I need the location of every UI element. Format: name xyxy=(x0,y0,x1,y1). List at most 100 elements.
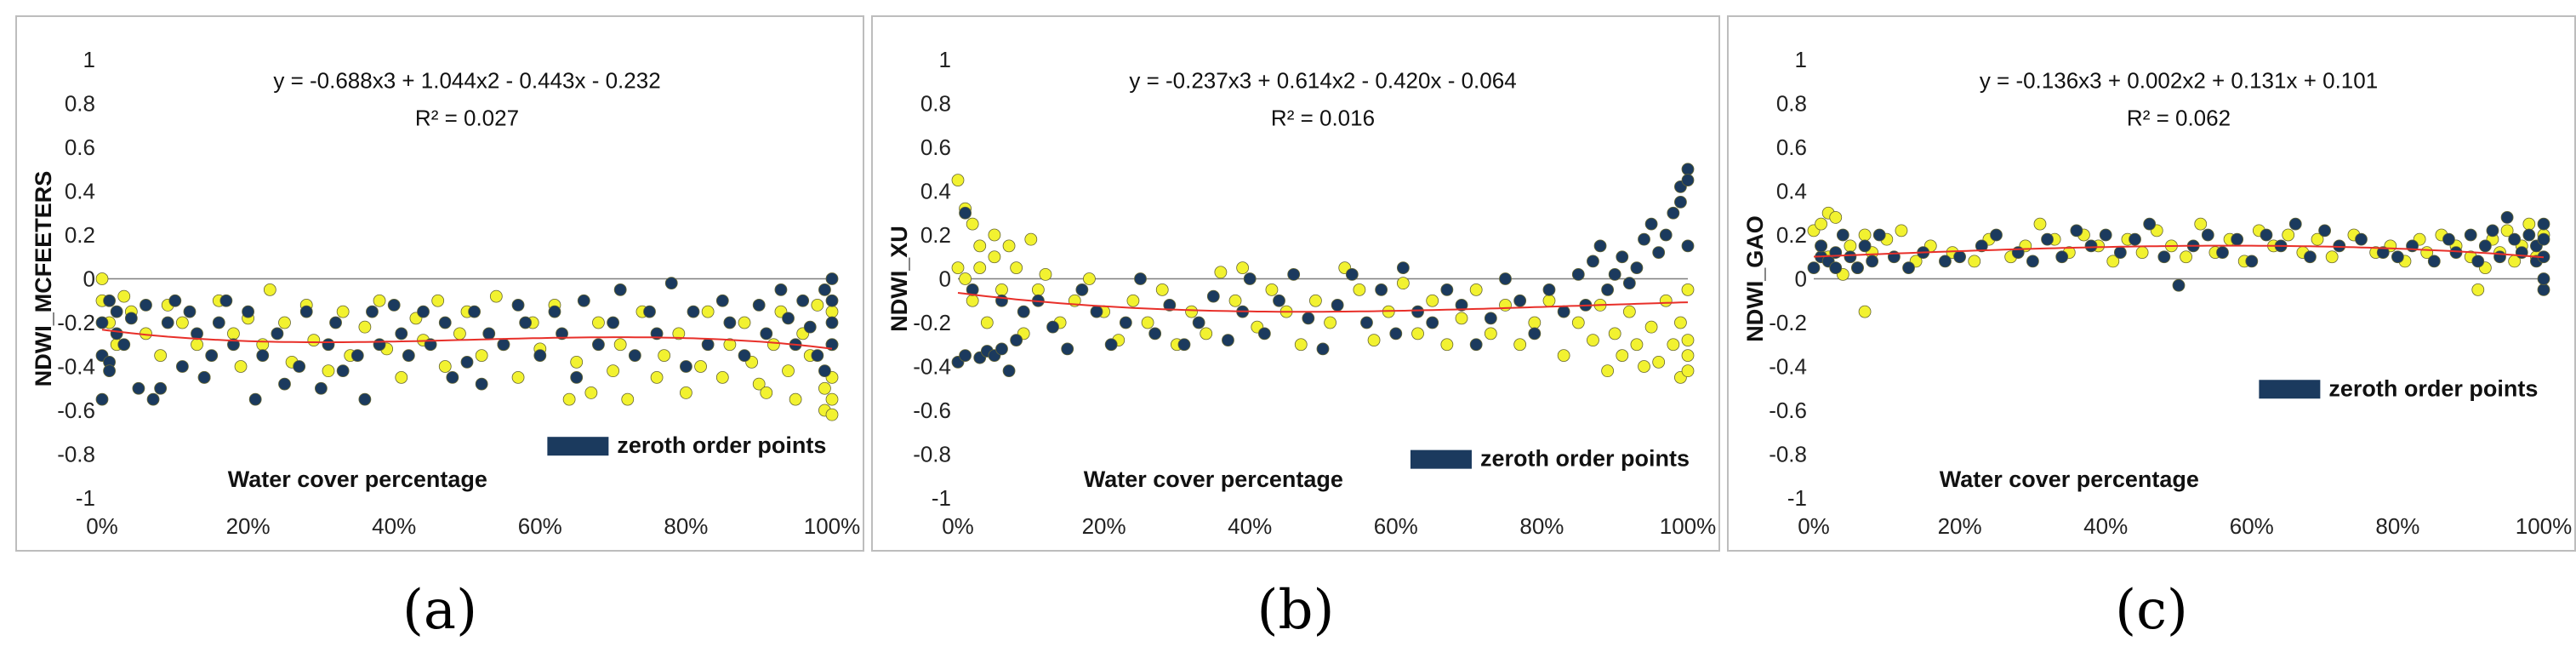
yellow-point xyxy=(973,239,987,253)
yellow-point xyxy=(278,316,291,329)
dark-point xyxy=(2304,250,2317,264)
yellow-point xyxy=(1265,283,1279,296)
yellow-point xyxy=(752,377,766,391)
dark-point xyxy=(959,349,972,363)
dark-point xyxy=(533,349,547,363)
y-tick-label: -0.8 xyxy=(57,442,95,467)
y-tick-label: 0.6 xyxy=(920,135,951,160)
y-tick-label: 0.8 xyxy=(65,91,95,117)
y-axis-label: NDWI_MCFEETERS xyxy=(31,171,56,387)
yellow-point xyxy=(1214,266,1228,279)
y-tick-label: -0.6 xyxy=(1769,398,1807,423)
yellow-point xyxy=(2522,217,2536,231)
yellow-point xyxy=(256,338,270,352)
dark-point xyxy=(2055,250,2069,264)
dark-point xyxy=(556,327,568,341)
y-tick-label: -0.4 xyxy=(1769,354,1807,380)
caption-b: (b) xyxy=(1211,579,1381,642)
x-tick-label: 100% xyxy=(2516,513,2573,539)
x-tick-label: 0% xyxy=(1798,513,1830,539)
dark-point xyxy=(2537,232,2550,246)
yellow-point xyxy=(1608,327,1621,341)
dark-point xyxy=(2129,232,2141,246)
yellow-point xyxy=(2325,250,2339,264)
y-tick-label: -0.6 xyxy=(57,398,95,423)
yellow-point xyxy=(658,349,671,363)
dark-point xyxy=(248,392,262,406)
yellow-point xyxy=(1155,283,1169,296)
dark-point xyxy=(1542,283,1556,296)
yellow-point xyxy=(680,386,692,399)
dark-point xyxy=(2245,255,2259,268)
yellow-point xyxy=(1528,316,1542,329)
yellow-point xyxy=(1681,349,1695,363)
y-tick-label: 0 xyxy=(939,266,951,292)
trend-equation: y = -0.136x3 + 0.002x2 + 0.131x + 0.101 xyxy=(1980,67,2378,93)
dark-point xyxy=(796,294,810,307)
y-tick-label: 0 xyxy=(1795,266,1807,292)
r-squared: R² = 0.016 xyxy=(1271,105,1375,130)
dark-point xyxy=(1513,294,1527,307)
yellow-point xyxy=(511,370,525,384)
yellow-point xyxy=(980,316,994,329)
chart-panel-b: 1 0.8 0.6 0.4 0.2 0 -0.2 -0.4 -0.6 -0.8 -1 0% 20% 40%… xyxy=(871,15,1720,552)
dark-point xyxy=(1375,283,1388,296)
dark-point xyxy=(438,316,452,329)
dark-point xyxy=(2427,255,2441,268)
yellow-point xyxy=(1829,210,1843,224)
dark-point xyxy=(2493,250,2506,264)
yellow-point xyxy=(1484,327,1497,341)
dark-point xyxy=(1177,338,1191,352)
dark-point xyxy=(1411,305,1424,318)
dark-point xyxy=(1571,267,1585,281)
dark-point xyxy=(314,381,328,395)
chart-panel-c: 1 0.8 0.6 0.4 0.2 0 -0.2 -0.4 -0.6 -0.8 -1 0% 20% 40%… xyxy=(1727,15,2576,552)
yellow-point xyxy=(1228,294,1242,307)
yellow-point xyxy=(475,349,488,363)
y-tick-label: -0.4 xyxy=(57,354,95,380)
dark-point xyxy=(2099,228,2112,242)
x-tick-label: 100% xyxy=(804,513,861,539)
dark-point xyxy=(2471,255,2485,268)
dark-point xyxy=(2391,250,2404,264)
dark-point xyxy=(1243,272,1257,285)
dark-point xyxy=(1046,320,1059,334)
dark-point xyxy=(446,370,459,384)
yellow-point xyxy=(1571,316,1585,329)
dark-point xyxy=(117,338,131,352)
dark-point xyxy=(2070,224,2083,238)
dark-point xyxy=(2464,228,2477,242)
dark-point xyxy=(417,305,430,318)
y-tick-label: 0.8 xyxy=(920,91,951,117)
dark-point xyxy=(1484,312,1497,325)
dark-point xyxy=(482,327,496,341)
dark-point xyxy=(497,338,510,352)
dark-point xyxy=(1104,338,1118,352)
yellow-point xyxy=(1858,305,1872,318)
yellow-point xyxy=(966,217,979,231)
yellow-point xyxy=(2106,255,2120,268)
dark-point xyxy=(1360,316,1373,329)
yellow-point xyxy=(95,272,109,285)
dark-point xyxy=(1148,327,1162,341)
dark-point xyxy=(256,349,270,363)
caption-c-text: (c) xyxy=(2115,579,2188,642)
yellow-point xyxy=(694,360,707,373)
dark-point xyxy=(643,305,656,318)
yellow-point xyxy=(227,327,240,341)
dark-point xyxy=(219,294,233,307)
x-tick-label: 20% xyxy=(1938,513,1982,539)
yellow-point xyxy=(1557,349,1570,363)
dark-point xyxy=(1017,305,1030,318)
caption-c: (c) xyxy=(2066,579,2237,642)
yellow-point xyxy=(1674,316,1687,329)
dark-point xyxy=(1601,283,1615,296)
yellow-point xyxy=(592,316,605,329)
dark-point xyxy=(2201,228,2214,242)
y-tick-label: -0.8 xyxy=(913,442,951,467)
y-tick-label: -0.2 xyxy=(57,310,95,335)
yellow-point xyxy=(1681,334,1695,347)
dark-point xyxy=(995,342,1008,356)
trend-line xyxy=(101,329,833,350)
dark-point xyxy=(1163,298,1177,312)
